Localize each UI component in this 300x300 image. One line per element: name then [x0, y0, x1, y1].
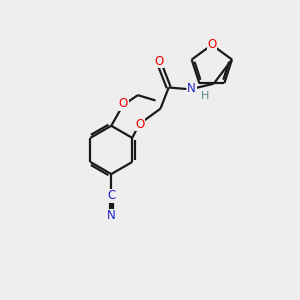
- Text: O: O: [119, 98, 128, 110]
- Text: C: C: [107, 189, 116, 203]
- Text: H: H: [201, 91, 209, 101]
- Text: O: O: [207, 38, 217, 51]
- Text: O: O: [135, 118, 145, 131]
- Text: N: N: [187, 82, 196, 95]
- Text: O: O: [154, 55, 164, 68]
- Text: N: N: [107, 209, 116, 222]
